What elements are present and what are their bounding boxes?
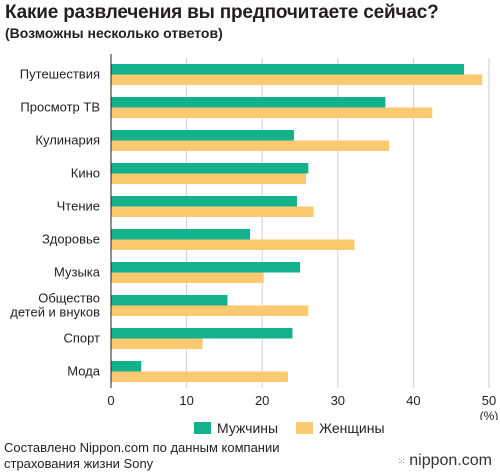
- bar-chart: 0 10 20 30 40 50(%) Путешествия Просмотр ТВ Кули…: [10, 54, 499, 420]
- x-tick-label: 50: [482, 393, 496, 408]
- bar-men: [111, 97, 386, 108]
- source-line-2: страхования жизни Sony: [4, 456, 154, 471]
- bar-men: [111, 229, 251, 240]
- bar-women: [111, 173, 307, 184]
- legend-item-men: Мужчины: [194, 420, 278, 436]
- category-label: Общество: [38, 291, 100, 306]
- bar-men: [111, 262, 300, 273]
- category-label: Музыка: [54, 265, 101, 280]
- bar-men: [111, 196, 297, 207]
- bar-women: [111, 338, 203, 349]
- bar-women: [111, 74, 483, 85]
- x-tick-label: 40: [406, 393, 420, 408]
- bar-men: [111, 130, 294, 141]
- legend-swatch-men: [194, 422, 211, 434]
- category-label: Путешествия: [20, 67, 100, 82]
- bar-women: [111, 305, 309, 316]
- bar-men: [111, 328, 293, 339]
- bar-women: [111, 140, 390, 151]
- category-label: Спорт: [63, 331, 100, 346]
- bar-men: [111, 361, 142, 372]
- bar-women: [111, 107, 433, 118]
- bar-men: [111, 163, 309, 174]
- category-label: детей и внуков: [10, 305, 100, 320]
- category-label: Кино: [71, 166, 100, 181]
- x-tick-label: 10: [179, 393, 193, 408]
- bar-women: [111, 371, 288, 382]
- chart-subtitle: (Возможны несколько ответов): [5, 25, 223, 41]
- x-tick-label: 30: [331, 393, 345, 408]
- x-tick-label: 0: [107, 393, 114, 408]
- legend: Мужчины Женщины: [194, 420, 403, 436]
- legend-label-men: Мужчины: [217, 420, 279, 436]
- brand-logo: ⁙ nippon.com: [398, 452, 492, 470]
- legend-swatch-women: [296, 422, 314, 434]
- brand-text: nippon.com: [409, 452, 492, 469]
- category-label: Кулинария: [35, 133, 100, 148]
- category-label: Мода: [67, 364, 101, 379]
- legend-label-women: Женщины: [319, 420, 385, 436]
- bar-women: [111, 206, 314, 217]
- bar-men: [111, 64, 465, 75]
- source-note: Составлено Nippon.com по данным компании…: [4, 440, 280, 472]
- bar-women: [111, 239, 355, 250]
- category-label: Просмотр ТВ: [20, 100, 100, 115]
- source-line-1: Составлено Nippon.com по данным компании: [4, 440, 280, 455]
- dots-logo-icon: ⁙: [397, 455, 406, 466]
- category-label: Чтение: [57, 199, 100, 214]
- bar-men: [111, 295, 228, 306]
- x-tick-label: 20: [255, 393, 269, 408]
- category-label: Здоровье: [42, 232, 100, 247]
- chart-title: Какие развлечения вы предпочитаете сейча…: [5, 2, 439, 23]
- legend-item-women: Женщины: [296, 420, 385, 436]
- x-unit-label: (%): [480, 409, 499, 420]
- bar-women: [111, 272, 264, 283]
